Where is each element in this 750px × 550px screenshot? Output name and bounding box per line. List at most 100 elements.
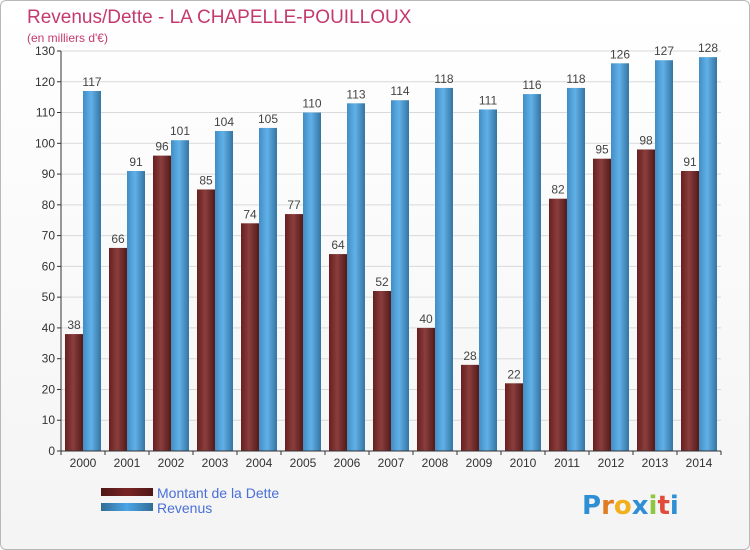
y-tick-label: 80 (42, 198, 56, 212)
x-tick-label: 2000 (70, 456, 97, 470)
bar-dette (549, 198, 567, 451)
bar-revenus (435, 87, 453, 451)
x-tick-label: 2013 (642, 456, 669, 470)
bar-revenus (699, 57, 717, 452)
data-label: 74 (243, 207, 257, 221)
x-tick-label: 2014 (686, 456, 713, 470)
legend-swatch-revenus (101, 503, 153, 511)
bar-dette (329, 254, 347, 451)
data-label: 127 (654, 44, 674, 58)
logo-letter: t (657, 491, 670, 521)
bar-dette (153, 155, 171, 451)
data-label: 116 (522, 78, 541, 92)
y-tick-label: 130 (35, 44, 55, 58)
data-label: 118 (434, 72, 453, 86)
x-tick-label: 2001 (114, 456, 141, 470)
x-tick-label: 2003 (202, 456, 229, 470)
legend-label-dette: Montant de la Dette (157, 485, 280, 501)
bar-revenus (303, 112, 321, 452)
chart-subtitle: (en milliers d'€) (27, 31, 108, 45)
y-tick-label: 40 (42, 321, 56, 335)
bar-dette (197, 189, 215, 451)
bar-revenus (391, 100, 409, 451)
y-tick-label: 60 (42, 259, 56, 273)
x-tick-label: 2010 (510, 456, 537, 470)
data-label: 66 (111, 232, 125, 246)
x-tick-label: 2012 (598, 456, 625, 470)
x-tick-label: 2004 (246, 456, 273, 470)
logo-letter: x (631, 491, 649, 521)
data-label: 38 (67, 318, 81, 332)
data-label: 82 (551, 183, 565, 197)
y-tick-label: 90 (42, 167, 56, 181)
bar-dette (417, 327, 435, 451)
data-label: 85 (199, 173, 213, 187)
y-tick-label: 0 (48, 444, 55, 458)
data-label: 117 (82, 75, 101, 89)
logo-letter: P (582, 491, 602, 521)
data-label: 91 (129, 155, 143, 169)
data-label: 128 (698, 41, 718, 55)
y-tick-label: 50 (42, 290, 56, 304)
logo-letter: i (648, 491, 658, 521)
data-label: 101 (170, 124, 190, 138)
y-tick-label: 120 (35, 75, 55, 89)
logo-letter: i (669, 491, 679, 521)
bar-revenus (567, 87, 585, 451)
proxiti-logo: Proxiti (582, 491, 679, 521)
data-label: 105 (258, 112, 278, 126)
bar-revenus (655, 60, 673, 451)
x-tick-label: 2002 (158, 456, 185, 470)
bar-dette (241, 223, 259, 451)
y-tick-label: 20 (42, 382, 56, 396)
data-label: 96 (155, 140, 169, 154)
bar-revenus (171, 140, 189, 451)
y-tick-label: 110 (36, 106, 55, 120)
data-label: 91 (683, 155, 697, 169)
data-label: 118 (566, 72, 585, 86)
data-label: 40 (419, 312, 433, 326)
bar-revenus (347, 103, 365, 452)
bar-revenus (523, 94, 541, 452)
logo-letter: o (613, 491, 632, 521)
data-label: 110 (302, 97, 321, 111)
data-label: 95 (595, 143, 609, 157)
data-label: 114 (390, 84, 409, 98)
x-tick-label: 2006 (334, 456, 361, 470)
data-label: 64 (331, 238, 345, 252)
data-label: 111 (479, 93, 498, 107)
logo-letter: r (601, 491, 614, 521)
bar-revenus (83, 91, 101, 451)
data-label: 126 (610, 47, 630, 61)
bar-dette (285, 214, 303, 451)
legend-label-revenus: Revenus (157, 500, 213, 516)
bar-dette (373, 291, 391, 451)
y-tick-label: 100 (35, 136, 55, 150)
bar-dette (505, 383, 523, 451)
bar-dette (637, 149, 655, 451)
x-tick-label: 2009 (466, 456, 493, 470)
y-tick-label: 10 (42, 413, 56, 427)
data-label: 28 (463, 349, 477, 363)
bar-dette (109, 247, 127, 451)
x-tick-label: 2008 (422, 456, 449, 470)
bar-revenus (127, 171, 145, 451)
x-tick-label: 2005 (290, 456, 317, 470)
bar-revenus (611, 63, 629, 452)
bar-revenus (259, 127, 277, 451)
data-label: 52 (375, 275, 389, 289)
data-label: 113 (346, 87, 365, 101)
data-label: 104 (214, 115, 234, 129)
data-label: 77 (287, 198, 301, 212)
bar-dette (65, 334, 83, 451)
x-tick-label: 2011 (554, 456, 580, 470)
bar-dette (681, 171, 699, 451)
chart-title: Revenus/Dette - LA CHAPELLE-POUILLOUX (27, 7, 412, 28)
y-tick-label: 70 (42, 229, 56, 243)
bar-revenus (479, 109, 497, 451)
bar-revenus (215, 131, 233, 451)
data-label: 98 (639, 133, 653, 147)
y-tick-label: 30 (42, 352, 56, 366)
